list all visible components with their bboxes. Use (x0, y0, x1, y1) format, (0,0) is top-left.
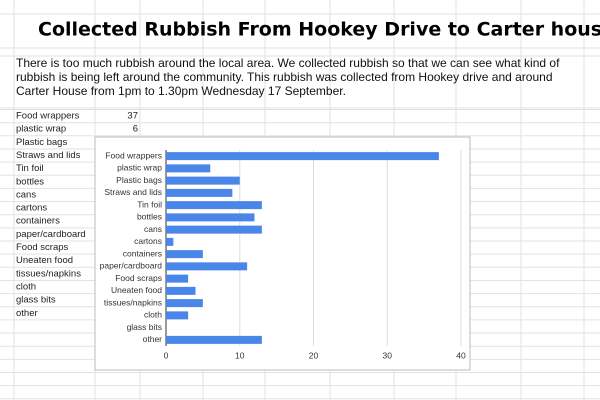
bar (166, 286, 196, 295)
bar (166, 311, 189, 320)
cell-label: glass bits (16, 295, 56, 306)
cell-value: 37 (127, 111, 138, 122)
cell-label: containers (16, 216, 60, 227)
cells: Food wrappers 37 plastic wrap 6 Plastic bags… (16, 111, 138, 319)
chart-box (94, 136, 471, 371)
y-tick-label: other (143, 334, 163, 344)
y-tick-label: cartons (134, 236, 162, 246)
cell-value: 6 (133, 124, 138, 135)
y-tick-label: Plastic bags (116, 175, 162, 185)
bar (166, 176, 240, 185)
cell-label: Straws and lids (16, 150, 81, 161)
cell-label: plastic wrap (16, 124, 66, 135)
y-tick-label: bottles (137, 212, 162, 222)
cell-label: Food wrappers (16, 111, 80, 122)
y-tick-label: Food wrappers (105, 150, 162, 160)
y-tick-label: Tin foil (137, 199, 162, 209)
cell-label: bottles (16, 176, 44, 187)
cell-label: cloth (16, 281, 36, 292)
cell-label: other (16, 308, 38, 319)
cell-label: Uneaten food (16, 255, 73, 266)
bar (166, 225, 262, 234)
bar (166, 335, 262, 344)
cell-label: Tin foil (16, 163, 44, 174)
cell-label: Food scraps (16, 242, 69, 253)
x-tick-label: 10 (235, 350, 245, 360)
bar (166, 188, 233, 197)
y-tick-label: Uneaten food (111, 285, 162, 295)
cell-label: cans (16, 189, 36, 200)
x-tick-label: 40 (456, 350, 466, 360)
bar (166, 250, 203, 259)
y-tick-label: cans (144, 224, 162, 234)
bar (166, 152, 439, 161)
cell-label: cartons (16, 203, 47, 214)
bar (166, 262, 248, 271)
x-tick-label: 20 (309, 350, 319, 360)
x-tick-label: 30 (383, 350, 393, 360)
bar (166, 274, 189, 283)
bar (166, 237, 174, 246)
y-tick-label: Straws and lids (104, 187, 162, 197)
cell-label: paper/cardboard (16, 229, 86, 240)
bar (166, 164, 211, 173)
bar (166, 201, 262, 210)
y-tick-label: tissues/napkins (104, 297, 162, 307)
y-tick-label: plastic wrap (117, 163, 162, 173)
y-tick-label: Food scraps (115, 273, 162, 283)
plot: 0 10 20 30 40 Food wrappers plastic wrap Plasti… (100, 150, 466, 360)
cell-label: Plastic bags (16, 137, 67, 148)
y-tick-label: glass bits (127, 322, 162, 332)
sheet-title: Collected Rubbish From Hookey Drive to C… (38, 19, 600, 41)
y-tick-label: cloth (144, 310, 162, 320)
description: There is too much rubbish around the loc… (16, 56, 560, 98)
cell-label: tissues/napkins (16, 268, 81, 279)
bar (166, 299, 203, 308)
bar (166, 213, 255, 222)
x-tick-label: 0 (164, 350, 169, 360)
y-tick-label: containers (123, 248, 162, 258)
y-tick-label: paper/cardboard (100, 261, 163, 271)
